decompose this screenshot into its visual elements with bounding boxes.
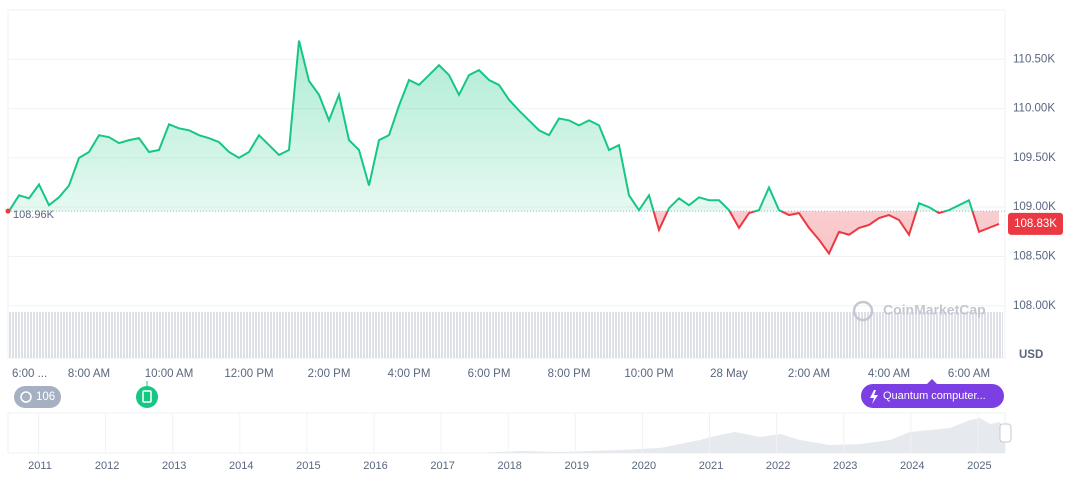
event-count: 106 <box>36 391 55 403</box>
news-badge[interactable]: Quantum computer... <box>861 379 1004 408</box>
x-tick-label: 6:00 ... <box>12 368 47 380</box>
y-tick-label: 108.50K <box>1013 250 1056 262</box>
watermark: CoinMarketCap <box>852 300 986 322</box>
volume-bars <box>8 312 1003 358</box>
x-tick-label: 6:00 PM <box>468 368 511 380</box>
navigator-year: 2022 <box>766 460 790 472</box>
news-text: Quantum computer... <box>883 390 986 402</box>
x-tick-label: 6:00 AM <box>948 368 990 380</box>
y-tick-label: 110.50K <box>1013 53 1055 65</box>
y-tick-label: 108.00K <box>1013 300 1056 312</box>
x-tick-label: 8:00 AM <box>68 368 110 380</box>
x-tick-label: 4:00 AM <box>868 368 910 380</box>
navigator-year: 2014 <box>229 460 253 472</box>
navigator <box>7 412 1012 454</box>
navigator-year: 2025 <box>967 460 991 472</box>
last-price-tag <box>1008 212 1063 235</box>
event-badge[interactable]: 106 <box>14 386 61 408</box>
price-line-up <box>8 40 974 212</box>
navigator-year: 2024 <box>900 460 924 472</box>
x-tick-label: 12:00 PM <box>224 368 273 380</box>
y-tick-label: 110.00K <box>1013 103 1055 115</box>
news-icon[interactable] <box>136 381 158 408</box>
navigator-year: 2012 <box>95 460 119 472</box>
last-price-label: 108.83K <box>1014 218 1057 230</box>
currency-label: USD <box>1019 349 1043 361</box>
x-tick-label: 8:00 PM <box>548 368 591 380</box>
baseline-label: 108.96K <box>13 209 55 221</box>
navigator-year: 2018 <box>497 460 521 472</box>
navigator-year: 2017 <box>430 460 454 472</box>
x-tick-label: 10:00 PM <box>624 368 673 380</box>
y-tick-label: 109.00K <box>1013 201 1056 213</box>
navigator-year: 2013 <box>162 460 186 472</box>
navigator-year: 2011 <box>28 460 52 472</box>
area-up <box>9 40 999 212</box>
navigator-year: 2023 <box>833 460 857 472</box>
navigator-year: 2015 <box>296 460 320 472</box>
x-tick-label: 28 May <box>710 368 748 380</box>
price-line-down <box>9 211 1000 256</box>
x-tick-label: 4:00 PM <box>388 368 431 380</box>
baseline-dot <box>5 208 11 214</box>
x-tick-label: 10:00 AM <box>145 368 194 380</box>
watermark-text: CoinMarketCap <box>883 302 986 318</box>
x-tick-label: 2:00 AM <box>788 368 830 380</box>
navigator-year: 2021 <box>699 460 723 472</box>
navigator-year: 2020 <box>632 460 656 472</box>
navigator-year: 2016 <box>363 460 387 472</box>
navigator-year: 2019 <box>565 460 589 472</box>
y-tick-label: 109.50K <box>1013 152 1056 164</box>
x-tick-label: 2:00 PM <box>308 368 351 380</box>
